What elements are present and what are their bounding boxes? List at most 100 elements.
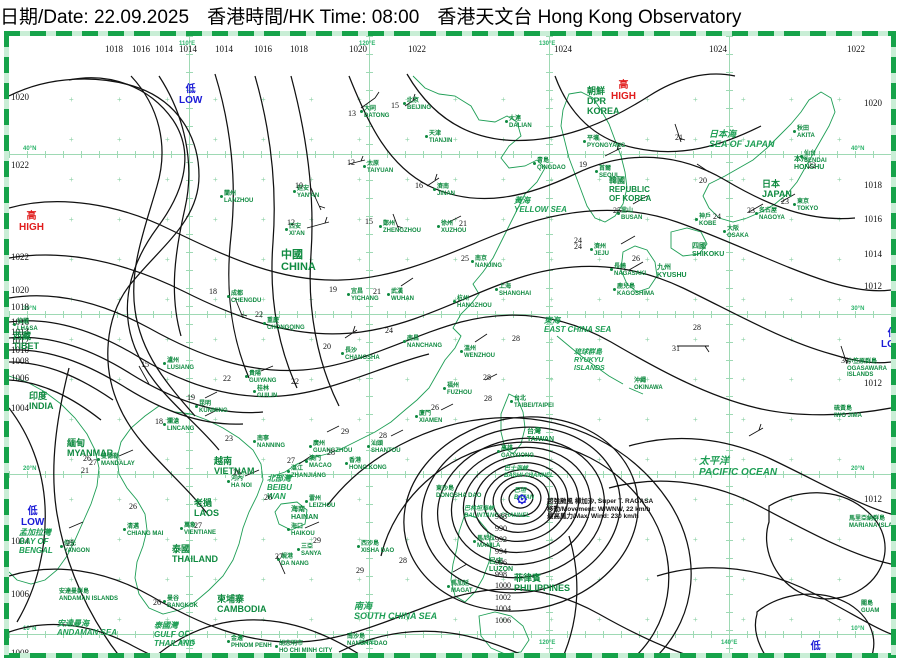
station-label: 馬尼拉 MANILA (477, 536, 501, 549)
isobar-layer (9, 73, 891, 653)
longitude-label: 130°E (539, 41, 556, 47)
graticule-tick (441, 151, 442, 158)
station-marker (425, 135, 428, 138)
station-marker (453, 300, 456, 303)
graticule-tick (351, 311, 352, 318)
graticule-tick (441, 631, 442, 638)
station-label: 萬象 VIENTIANE (184, 523, 217, 536)
grid-cross: + (549, 95, 554, 104)
graticule-tick (135, 631, 136, 638)
graticule-tick (117, 151, 118, 158)
grid-cross: + (213, 455, 218, 464)
grid-cross: + (309, 335, 314, 344)
grid-cross: + (837, 495, 842, 504)
station-marker (97, 458, 100, 461)
chart-date: 日期/Date: 22.09.2025 (0, 6, 190, 28)
graticule-tick (186, 270, 193, 271)
graticule-tick (423, 471, 424, 478)
grid-cross: + (69, 335, 74, 344)
station-label: 曼德勒 MANDALAY (101, 454, 135, 467)
graticule-tick (639, 311, 640, 318)
graticule-tick (366, 108, 373, 109)
graticule-tick (531, 631, 532, 638)
graticule-tick (726, 342, 733, 343)
station-temperature: 29 (313, 536, 321, 545)
grid-cross: + (261, 495, 266, 504)
graticule-tick (186, 252, 193, 253)
island-label: 小笠原群島 OGASAWARA ISLANDS (847, 359, 888, 378)
graticule-tick (513, 151, 514, 158)
station-temperature: 20 (323, 342, 331, 351)
graticule-tick (726, 468, 733, 469)
grid-cross: + (69, 95, 74, 104)
region-label: 柬埔寨 CAMBODIA (217, 594, 267, 614)
region-label: 朝鮮 DPR KOREA (587, 86, 620, 116)
grid-cross: + (837, 615, 842, 624)
grid-cross: + (741, 415, 746, 424)
station-marker (447, 585, 450, 588)
station-marker (163, 600, 166, 603)
graticule-tick (153, 151, 154, 158)
graticule-tick (186, 450, 193, 451)
typhoon-movement: 移動/Movement: W/WNW, 22 km/h (547, 505, 651, 513)
graticule-tick (546, 576, 553, 577)
station-temperature: 28 (327, 448, 335, 457)
graticule-tick (567, 151, 568, 158)
graticule-tick (726, 162, 733, 163)
station-temperature: 25 (461, 254, 469, 263)
graticule-tick (546, 90, 553, 91)
wind-barb-layer (68, 91, 852, 575)
station-label: 名古屋 NAGOYA (759, 208, 785, 221)
graticule-tick (366, 540, 373, 541)
isobar-label: 1008 (11, 648, 29, 653)
isobar-label: 1016 (11, 317, 29, 327)
grid-cross: + (165, 375, 170, 384)
graticule-tick (186, 612, 193, 613)
surface-analysis-map: 40°N 40°N 30°N 30°N 20°N 20°N 10°N 10°N 110°E 120… (4, 31, 896, 658)
grid-cross: + (501, 375, 506, 384)
graticule-tick (186, 180, 193, 181)
graticule-tick (726, 54, 733, 55)
grid-cross: + (597, 255, 602, 264)
graticule-tick (726, 630, 733, 631)
graticule-tick (726, 360, 733, 361)
grid-cross: + (741, 255, 746, 264)
grid-cross: + (357, 215, 362, 224)
station-temperature: 26 (153, 598, 161, 607)
graticule-tick (783, 151, 784, 158)
grid-cross: + (69, 615, 74, 624)
graticule-tick (63, 631, 64, 638)
grid-cross: + (213, 335, 218, 344)
island-label: 關島 GUAM (861, 601, 880, 614)
graticule-tick (639, 471, 640, 478)
longitude-label: 110°E (179, 41, 196, 47)
graticule-tick (186, 396, 193, 397)
grid-cross: + (309, 135, 314, 144)
station-temperature: 24 (385, 326, 393, 335)
station-marker (163, 362, 166, 365)
grid-cross: + (789, 575, 794, 584)
grid-cross: + (357, 495, 362, 504)
station-temperature: 27 (275, 552, 283, 561)
graticule-tick (546, 396, 553, 397)
graticule-tick (765, 631, 766, 638)
graticule-tick (366, 486, 373, 487)
graticule-tick (366, 576, 373, 577)
region-label: 菲律賓 PHILIPPINES (514, 573, 571, 593)
grid-cross: + (789, 455, 794, 464)
graticule-tick (747, 471, 748, 478)
sea-label: 黃海 YELLOW SEA (514, 196, 567, 214)
station-marker (123, 528, 126, 531)
graticule-tick (726, 306, 733, 307)
grid-cross: + (261, 135, 266, 144)
station-label: 清邁 CHIANG MAI (127, 524, 164, 537)
graticule-tick (585, 311, 586, 318)
grid-cross: + (405, 335, 410, 344)
station-label: 峴港 DA NANG (281, 554, 309, 567)
station-marker (305, 500, 308, 503)
map-frame-bottom (4, 653, 896, 658)
grid-cross: + (693, 535, 698, 544)
typhoon-isobar-label: 1002 (495, 592, 511, 602)
graticule-tick (405, 631, 406, 638)
grid-cross: + (165, 575, 170, 584)
